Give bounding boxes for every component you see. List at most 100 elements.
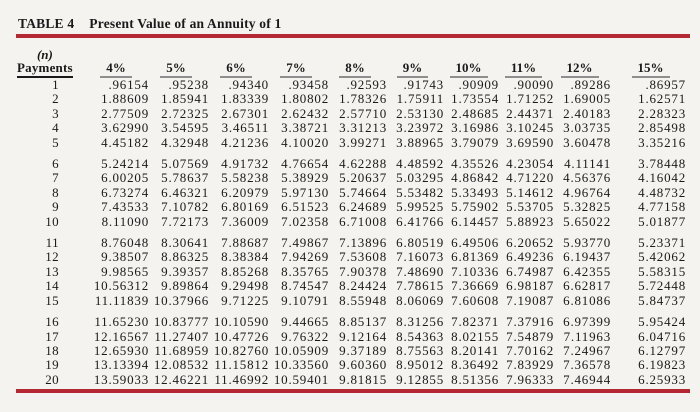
pv-factor-cell: 7.10782 (161, 199, 209, 215)
payments-count-cell: 20 (45, 371, 59, 387)
pv-factor-cell: 7.37916 (506, 314, 554, 330)
table-row: 6 5.24214 5.07569 4.91732 4.76654 4.62288 4.48… (17, 150, 689, 171)
pv-factor-cell: 9.81815 (339, 371, 387, 387)
pv-factor-cell: 1.71252 (506, 91, 554, 107)
pv-factor-cell: 7.54879 (506, 328, 554, 344)
pv-factor-cell: 12.08532 (153, 357, 209, 373)
pv-factor-cell: 3.23972 (396, 120, 444, 136)
pv-factor-cell: 2.48685 (451, 105, 499, 121)
payments-column-header: (n) Payments (17, 44, 92, 78)
pv-factor-cell: 8.54363 (396, 328, 444, 344)
pv-factor-cell: 6.25933 (638, 371, 686, 387)
pv-factor-cell: 11.27407 (154, 328, 209, 344)
pv-factor-cell: 7.82371 (451, 314, 499, 330)
rate-column-header-10pct: 10% (447, 44, 502, 78)
pv-factor-cell: 2.62432 (281, 105, 329, 121)
pv-factor-cell: 5.07569 (161, 156, 209, 172)
pv-factor-cell: 9.38507 (101, 249, 149, 265)
table-row: 14 10.56312 9.89864 9.29498 8.74547 8.24424 7.… (17, 278, 689, 294)
pv-factor-cell: 7.16073 (396, 249, 444, 265)
pv-factor-cell: 8.06069 (396, 292, 444, 308)
pv-factor-cell: 8.95012 (396, 357, 444, 373)
pv-factor-cell: 5.03295 (396, 170, 444, 186)
pv-factor-cell: 9.37189 (339, 342, 387, 358)
payments-count-cell: 16 (45, 314, 59, 330)
pv-factor-cell: 7.70162 (506, 342, 554, 358)
pv-factor-cell: 11.46992 (214, 371, 269, 387)
pv-factor-cell: 8.02155 (451, 328, 499, 344)
table-header: (n) Payments 4% 5% 6% 7% 8% 9% 10% 11% 1… (17, 44, 689, 78)
pv-factor-cell: 10.47726 (213, 328, 269, 344)
pv-factor-cell: 1.69005 (563, 91, 611, 107)
pv-factor-cell: 4.32948 (161, 134, 209, 150)
pv-factor-cell: 9.89864 (161, 278, 209, 294)
pv-factor-cell: 8.20141 (451, 342, 499, 358)
pv-factor-cell: 1.85941 (161, 91, 209, 107)
payments-count-cell: 12 (45, 249, 59, 265)
pv-factor-cell: 2.44371 (506, 105, 554, 121)
pv-factor-cell: .91743 (403, 77, 444, 92)
pv-factor-cell: 3.79079 (451, 134, 499, 150)
pv-factor-cell: 8.31256 (396, 314, 444, 330)
pv-factor-cell: 9.10791 (281, 292, 329, 308)
payments-count-cell: 17 (45, 328, 59, 344)
pv-factor-cell: 7.60608 (451, 292, 499, 308)
pv-factor-cell: 9.76322 (281, 328, 329, 344)
pv-factor-cell: 2.40183 (563, 105, 611, 121)
table-row: 16 11.65230 10.83777 10.10590 9.44665 8.85137… (17, 308, 689, 329)
pv-factor-cell: 3.60478 (563, 134, 611, 150)
pv-factor-cell: 12.16567 (93, 328, 149, 344)
pv-factor-cell: 10.10590 (213, 314, 269, 330)
pv-factor-cell: 5.01877 (638, 213, 686, 229)
pv-factor-cell: 4.86842 (451, 170, 499, 186)
pv-factor-cell: 3.10245 (506, 120, 554, 136)
pv-factor-cell: 5.53482 (396, 184, 444, 200)
payments-count-cell: 9 (52, 199, 59, 215)
payments-count-cell: 19 (45, 357, 59, 373)
pv-factor-cell: 2.53130 (396, 105, 444, 121)
payments-count-cell: 1 (52, 77, 59, 92)
pv-factor-cell: 1.62571 (638, 91, 686, 107)
pv-factor-cell: 3.38721 (281, 120, 329, 136)
pv-factor-cell: 5.95424 (638, 314, 686, 330)
pv-factor-cell: 8.51356 (451, 371, 499, 387)
pv-factor-cell: 5.72448 (638, 278, 686, 294)
pv-factor-cell: 8.30641 (161, 235, 209, 251)
pv-factor-cell: 9.98565 (101, 263, 149, 279)
pv-factor-cell: 4.23054 (506, 156, 554, 172)
rate-column-header-15pct: 15% (614, 44, 689, 78)
table-row: 12 9.38507 8.86325 8.38384 7.94269 7.53608 7.1… (17, 249, 689, 265)
pv-factor-cell: 8.85137 (339, 314, 387, 330)
pv-factor-cell: 13.13394 (93, 357, 149, 373)
pv-factor-cell: 7.10336 (451, 263, 499, 279)
pv-factor-cell: 5.99525 (396, 199, 444, 215)
pv-factor-cell: 7.36009 (221, 213, 269, 229)
pv-factor-cell: 3.54595 (161, 120, 209, 136)
annuity-pv-table: (n) Payments 4% 5% 6% 7% 8% 9% 10% 11% 1… (17, 44, 689, 387)
pv-factor-cell: 8.85268 (221, 263, 269, 279)
pv-factor-cell: 7.88687 (221, 235, 269, 251)
pv-factor-cell: 10.83777 (153, 314, 209, 330)
pv-factor-cell: 6.49236 (506, 249, 554, 265)
pv-factor-cell: 6.19823 (638, 357, 686, 373)
pv-factor-cell: 9.29498 (221, 278, 269, 294)
pv-factor-cell: 6.00205 (101, 170, 149, 186)
pv-factor-cell: 5.20637 (339, 170, 387, 186)
pv-factor-cell: 8.35765 (281, 263, 329, 279)
table-row: 2 1.88609 1.85941 1.83339 1.80802 1.78326 1.75… (17, 91, 689, 107)
table-caption: Present Value of an Annuity of 1 (89, 16, 282, 31)
pv-factor-cell: 9.60360 (339, 357, 387, 373)
payments-count-cell: 10 (45, 213, 59, 229)
pv-factor-cell: 5.32825 (563, 199, 611, 215)
pv-factor-cell: 1.80802 (281, 91, 329, 107)
pv-factor-cell: .96154 (108, 77, 149, 92)
pv-factor-cell: 3.16986 (451, 120, 499, 136)
pv-factor-cell: 3.69590 (506, 134, 554, 150)
pv-factor-cell: 11.65230 (94, 314, 149, 330)
payments-count-cell: 2 (52, 91, 59, 107)
pv-factor-cell: 3.03735 (563, 120, 611, 136)
pv-factor-cell: 10.05909 (273, 342, 329, 358)
table-row: 17 12.16567 11.27407 10.47726 9.76322 9.12164… (17, 328, 689, 344)
table-row: 7 6.00205 5.78637 5.58238 5.38929 5.20637 5.03… (17, 170, 689, 186)
